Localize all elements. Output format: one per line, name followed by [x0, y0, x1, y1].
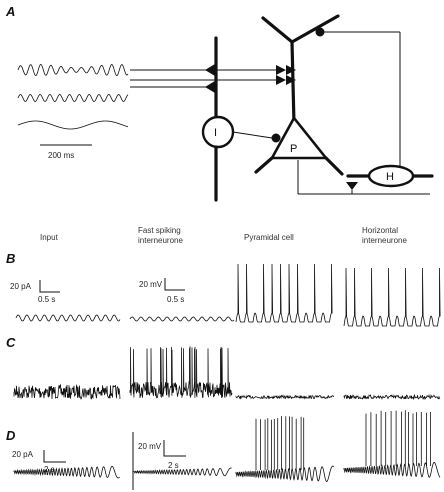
input-arrows [130, 64, 296, 93]
arrowhead-icon [276, 65, 286, 75]
row-b: 20 pA 0.5 s 20 mV 0.5 s [10, 263, 441, 327]
scale-d-input-time: 2 s [44, 465, 55, 474]
header-input: Input [40, 233, 59, 242]
pyramidal-soma [270, 116, 328, 160]
trace-b-pyramidal [235, 263, 333, 323]
arrowhead-icon [205, 81, 215, 93]
header-pyramidal: Pyramidal cell [244, 233, 294, 242]
arrowhead-icon [286, 75, 296, 85]
cell-label-i: I [214, 127, 217, 139]
scale-bar-b-input [39, 280, 60, 293]
inhibitory-synapse-line [232, 131, 273, 139]
trace-d-pyramidal [235, 416, 335, 482]
excitatory-synapse-icon [346, 182, 358, 190]
time-scale-label: 200 ms [48, 151, 74, 160]
header-fast-spiking-line1: Fast spiking [138, 226, 181, 235]
panel-label-d: D [6, 428, 16, 443]
panel-label-a: A [5, 4, 15, 19]
cell-label-h: H [386, 171, 394, 183]
panel-label-b: B [6, 251, 15, 266]
apical-tuft [261, 14, 340, 44]
synapse-dot-icon [271, 133, 281, 143]
header-horizontal-line2: interneurone [362, 236, 407, 245]
interneurone-soma [201, 115, 235, 149]
arrowhead-icon [286, 65, 296, 75]
synapse-dot-icon [315, 27, 325, 37]
header-fast-spiking-line2: interneurone [138, 236, 183, 245]
scale-b-fs-amp: 20 mV [139, 280, 163, 289]
trace-b-horizontal [343, 267, 441, 327]
row-c [13, 346, 441, 401]
scale-b-input-time: 0.5 s [38, 295, 55, 304]
scale-d-fs-time: 2 s [168, 461, 179, 470]
trace-c-fast-spiking [129, 346, 233, 399]
basal-dendrite-right [324, 156, 344, 176]
arrowhead-icon [205, 64, 215, 76]
trace-b-fast-spiking [129, 316, 235, 322]
trace-d-input [13, 465, 120, 479]
trace-c-pyramidal [235, 394, 335, 400]
mixed-oscillation-trace-1 [17, 64, 129, 76]
scale-d-fs-amp: 20 mV [138, 442, 162, 451]
scale-b-input-amp: 20 pA [10, 282, 32, 291]
fast-spiking-interneurone-diagram: I [201, 36, 281, 202]
header-horizontal-line1: Horizontal [362, 226, 398, 235]
slow-oscillation-trace [17, 120, 129, 130]
apical-dendrite [290, 40, 296, 126]
arrowhead-icon [276, 75, 286, 85]
input-waveforms: 200 ms [17, 64, 129, 160]
trace-c-horizontal [343, 393, 441, 401]
scale-b-fs-time: 0.5 s [167, 295, 184, 304]
trace-c-input [13, 383, 121, 400]
panel-label-c: C [6, 335, 16, 350]
trace-d-fast-spiking [133, 467, 232, 477]
pyramidal-cell-diagram: P [254, 14, 430, 195]
scale-bar-d-input [43, 450, 66, 463]
scale-d-input-amp: 20 pA [12, 450, 34, 459]
mixed-oscillation-trace-2 [17, 94, 129, 102]
scale-bar-d-fs [163, 440, 186, 457]
row-d: 20 pA 2 s 20 mV 2 s [12, 410, 441, 490]
trace-d-horizontal [343, 410, 441, 478]
cell-label-p: P [290, 143, 297, 155]
horizontal-interneurone-diagram: H [346, 32, 434, 194]
h-soma [367, 164, 415, 188]
basal-dendrite-left [254, 156, 274, 174]
scale-bar-b-fs [164, 278, 185, 291]
trace-b-input [15, 314, 121, 322]
